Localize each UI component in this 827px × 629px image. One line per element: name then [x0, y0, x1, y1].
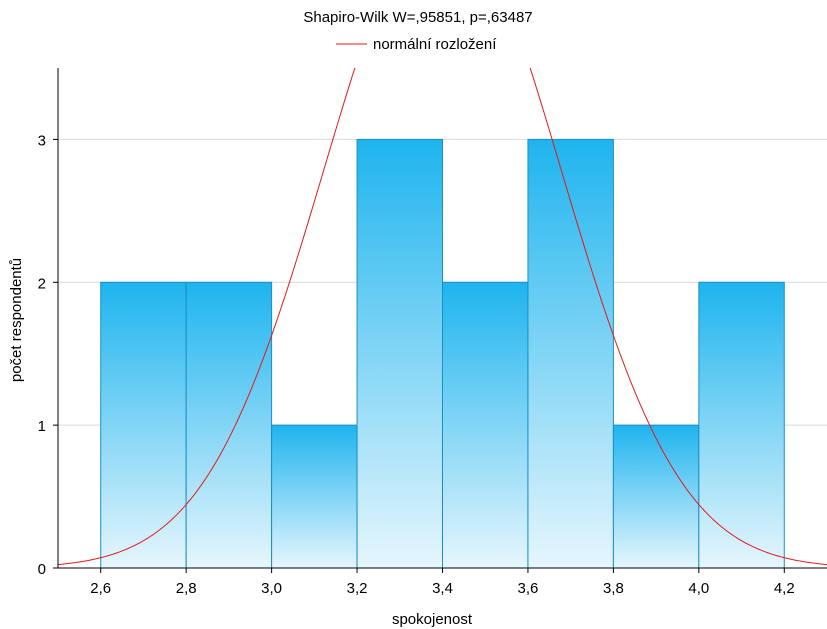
- normal-curve: [58, 68, 827, 566]
- chart-title: Shapiro-Wilk W=,95851, p=,63487: [303, 9, 532, 26]
- normal-curve-layer: [58, 68, 827, 566]
- x-tick-label: 2,8: [176, 580, 197, 597]
- histogram-bar: [698, 281, 785, 569]
- histogram-bar: [100, 281, 187, 569]
- histogram-bar: [612, 424, 700, 569]
- y-tick-label: 1: [38, 418, 46, 435]
- y-tick-label: 2: [38, 275, 46, 292]
- x-tick-label: 3,2: [347, 580, 368, 597]
- y-axis-label: počet respondentů: [8, 258, 25, 382]
- x-axis-label: spokojenost: [392, 611, 473, 628]
- x-tick-label: 3,6: [518, 580, 539, 597]
- histogram-bar: [527, 138, 614, 569]
- histogram-bar: [185, 281, 273, 569]
- histogram-bar: [356, 138, 443, 569]
- legend-label: normální rozložení: [373, 36, 497, 53]
- histogram-bars: [100, 138, 785, 569]
- histogram-bar: [442, 281, 529, 569]
- x-ticks: 2,6 2,8 3,0 3,2 3,4 3,6 3,8 4,0 4,2: [90, 568, 795, 597]
- x-tick-label: 4,2: [774, 580, 795, 597]
- x-tick-label: 4,0: [688, 580, 709, 597]
- y-tick-label: 0: [38, 561, 46, 578]
- legend: normální rozložení: [336, 36, 497, 53]
- x-tick-label: 3,8: [603, 580, 624, 597]
- y-tick-label: 3: [38, 132, 46, 149]
- x-tick-label: 2,6: [90, 580, 111, 597]
- x-tick-label: 3,0: [261, 580, 282, 597]
- y-ticks: 0 1 2 3: [38, 132, 58, 578]
- histogram-bar: [271, 424, 358, 569]
- x-tick-label: 3,4: [432, 580, 453, 597]
